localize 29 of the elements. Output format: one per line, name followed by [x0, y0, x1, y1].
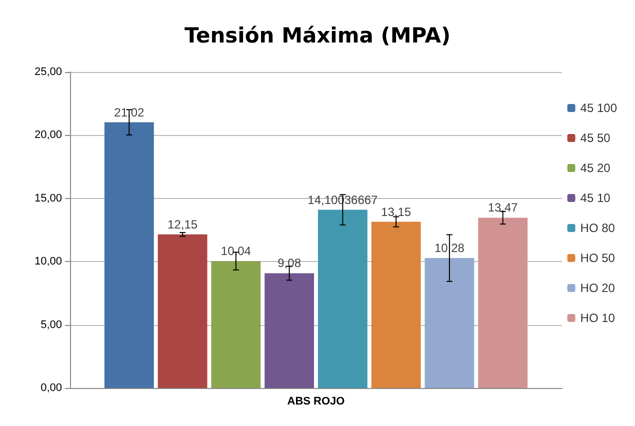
bar	[318, 210, 368, 388]
legend-label: 45 20	[580, 161, 611, 175]
legend-label: 45 100	[580, 101, 618, 115]
chart-title: Tensión Máxima (MPA)	[184, 24, 451, 48]
y-tick-label: 15,00	[34, 192, 62, 204]
data-label: 12,15	[168, 217, 198, 232]
legend-label: HO 80	[580, 221, 616, 235]
y-tick-label: 25,00	[34, 66, 62, 78]
data-label: 10,04	[220, 244, 252, 258]
y-tick-label: 5,00	[40, 318, 62, 331]
legend-label: 45 50	[580, 131, 611, 145]
legend-label: HO 50	[580, 251, 616, 265]
legend-label: HO 10	[580, 311, 616, 325]
y-tick-label: 20,00	[34, 129, 62, 142]
data-label: 13,47	[488, 200, 518, 215]
legend-label: 45 10	[580, 191, 611, 205]
y-tick-label: 0,00	[40, 382, 62, 394]
legend-label: HO 20	[580, 281, 616, 295]
bar	[158, 234, 208, 388]
bar	[424, 258, 474, 388]
bar	[478, 218, 528, 388]
bar	[211, 261, 261, 388]
y-tick-label: 10,00	[34, 256, 62, 268]
data-label: 13,15	[381, 204, 412, 219]
x-tick-label: ABS ROJO	[287, 396, 346, 408]
bar	[264, 273, 314, 388]
bar	[371, 222, 421, 388]
data-label: 9,08	[278, 256, 302, 270]
bar	[104, 122, 154, 388]
